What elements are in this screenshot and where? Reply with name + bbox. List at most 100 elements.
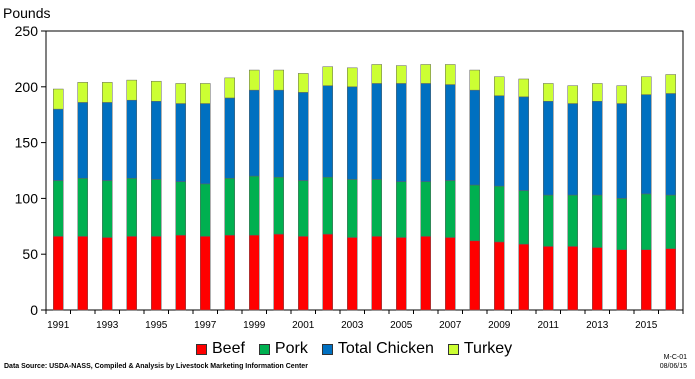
- bar-segment-turkey: [592, 83, 603, 102]
- bar-segment-pork: [567, 194, 578, 247]
- bar-segment-total-chicken: [298, 92, 309, 181]
- bar-segment-total-chicken: [200, 103, 211, 185]
- bar-segment-pork: [273, 176, 284, 235]
- bar-segment-total-chicken: [126, 99, 137, 179]
- bar-segment-total-chicken: [53, 108, 64, 181]
- bar-segment-turkey: [175, 83, 186, 104]
- y-tick-label: 100: [15, 190, 39, 206]
- bar-segment-turkey: [567, 85, 578, 104]
- bar-segment-turkey: [77, 82, 88, 103]
- bar-segment-pork: [665, 194, 676, 249]
- bar-segment-pork: [249, 175, 260, 236]
- x-tick-label: 2005: [390, 320, 413, 331]
- bar-segment-beef: [298, 236, 309, 311]
- bar-segment-beef: [224, 234, 235, 311]
- bar-segment-beef: [592, 247, 603, 311]
- bar-segment-pork: [102, 180, 113, 238]
- bar-segment-turkey: [102, 82, 113, 103]
- bar-segment-turkey: [396, 65, 407, 84]
- x-tick-label: 1997: [194, 320, 217, 331]
- x-tick-label: 2011: [537, 320, 559, 331]
- bar-segment-beef: [151, 236, 162, 311]
- y-tick-label: 250: [15, 23, 39, 39]
- bar-segment-total-chicken: [494, 95, 505, 187]
- bar-segment-turkey: [347, 67, 358, 88]
- bar-segment-beef: [175, 234, 186, 311]
- x-tick-label: 2013: [586, 320, 609, 331]
- bar-segment-beef: [469, 240, 480, 311]
- bar-segment-beef: [616, 249, 627, 311]
- bar-segment-pork: [347, 179, 358, 238]
- legend-swatch: [321, 343, 333, 355]
- bar-segment-total-chicken: [175, 103, 186, 182]
- bar-segment-turkey: [249, 69, 260, 91]
- legend-label: Beef: [212, 340, 245, 357]
- y-tick-label: 0: [30, 302, 38, 318]
- bar-segment-total-chicken: [665, 93, 676, 196]
- bar-segment-pork: [469, 184, 480, 242]
- bar-segment-pork: [298, 180, 309, 237]
- bar-segment-beef: [53, 236, 64, 311]
- bar-segment-beef: [665, 248, 676, 311]
- bar-segment-total-chicken: [616, 103, 627, 199]
- bar-segment-beef: [322, 233, 333, 311]
- bar-segment-turkey: [469, 69, 480, 91]
- x-tick-label: 2015: [635, 320, 658, 331]
- legend-swatch: [258, 343, 270, 355]
- bar-segment-turkey: [641, 76, 652, 95]
- legend-label: Pork: [274, 340, 308, 357]
- bar-segment-pork: [494, 185, 505, 243]
- bar-segment-beef: [641, 249, 652, 311]
- bar-segment-total-chicken: [322, 85, 333, 178]
- bar-segment-pork: [322, 176, 333, 235]
- bar-segment-beef: [347, 237, 358, 311]
- bar-segment-total-chicken: [273, 89, 284, 178]
- bar-segment-pork: [53, 180, 64, 237]
- bar-segment-turkey: [53, 88, 64, 110]
- bar-segment-turkey: [420, 64, 431, 84]
- x-tick-label: 2003: [341, 320, 364, 331]
- bar-segment-total-chicken: [77, 102, 88, 179]
- bar-segment-beef: [420, 236, 431, 311]
- plot-frame: [45, 30, 684, 311]
- bar-segment-total-chicken: [151, 101, 162, 180]
- bar-segment-total-chicken: [445, 84, 456, 181]
- bar-segment-turkey: [298, 73, 309, 93]
- bar-segment-total-chicken: [224, 97, 235, 179]
- bar-segment-beef: [445, 237, 456, 311]
- x-tick-label: 2009: [488, 320, 511, 331]
- bar-segment-beef: [371, 236, 382, 311]
- legend-item: Pork: [258, 340, 308, 358]
- chart-code-id: M-C-01: [663, 354, 687, 361]
- bar-segment-turkey: [665, 74, 676, 94]
- y-tick-label: 200: [15, 79, 39, 95]
- bar-segment-total-chicken: [518, 96, 529, 191]
- bar-segment-total-chicken: [543, 101, 554, 196]
- bar-segment-pork: [420, 181, 431, 237]
- bar-segment-pork: [445, 180, 456, 238]
- bar-segment-total-chicken: [469, 89, 480, 186]
- legend-swatch: [447, 343, 459, 355]
- bar-segment-beef: [273, 233, 284, 311]
- legend-item: Beef: [196, 340, 245, 358]
- bar-segment-beef: [77, 236, 88, 311]
- bar-segment-beef: [494, 241, 505, 311]
- bar-segment-beef: [102, 237, 113, 311]
- bar-segment-pork: [641, 193, 652, 250]
- bar-segment-turkey: [126, 79, 137, 101]
- bar-segment-total-chicken: [567, 103, 578, 196]
- legend-label: Turkey: [463, 340, 513, 357]
- bar-segment-beef: [567, 246, 578, 311]
- bar-segment-pork: [200, 183, 211, 237]
- bar-segment-beef: [126, 236, 137, 311]
- bar-segment-turkey: [273, 69, 284, 91]
- bar-segment-total-chicken: [249, 89, 260, 177]
- bar-segment-pork: [175, 181, 186, 236]
- legend-item: Total Chicken: [321, 340, 434, 358]
- bar-segment-total-chicken: [592, 101, 603, 196]
- x-tick-label: 2007: [439, 320, 462, 331]
- bar-segment-pork: [616, 198, 627, 250]
- bar-segment-pork: [371, 179, 382, 237]
- bar-segment-total-chicken: [102, 102, 113, 181]
